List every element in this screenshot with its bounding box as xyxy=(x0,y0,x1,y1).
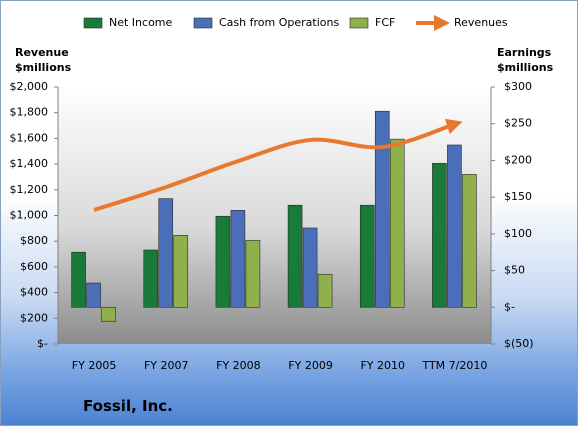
bar xyxy=(287,204,303,308)
x-tick-label: FY 2007 xyxy=(144,359,189,372)
y-tick-label: $800 xyxy=(20,234,48,247)
y-tick-label: $2,000 xyxy=(10,80,49,93)
bar xyxy=(302,227,318,308)
bar xyxy=(447,144,462,308)
bar xyxy=(86,282,101,308)
y2-tick-label: $50 xyxy=(504,264,525,277)
bar xyxy=(158,198,174,308)
y-tick-label: $1,800 xyxy=(10,106,49,119)
bar xyxy=(389,138,405,308)
y-tick-label: $600 xyxy=(20,260,48,273)
x-tick-label: FY 2010 xyxy=(360,359,405,372)
bar xyxy=(215,215,231,308)
y2-tick-label: $250 xyxy=(504,117,532,130)
y2-tick-label: $(50) xyxy=(504,337,534,350)
bar xyxy=(71,251,86,308)
legend-swatch xyxy=(349,17,369,29)
y2-tick-label: $150 xyxy=(504,190,532,203)
bar xyxy=(359,204,375,308)
y2-tick-label: $100 xyxy=(504,227,532,240)
y-tick-label: $1,200 xyxy=(10,183,49,196)
y-tick-label: $1,000 xyxy=(10,209,49,222)
bar xyxy=(230,210,246,308)
plot-area xyxy=(58,87,491,344)
x-tick-label: FY 2008 xyxy=(216,359,261,372)
legend-label: FCF xyxy=(375,16,395,29)
x-tick-label: FY 2005 xyxy=(72,359,117,372)
y2-tick-label: $300 xyxy=(504,80,532,93)
line xyxy=(93,118,463,212)
bar xyxy=(101,306,116,322)
x-tick-label: FY 2009 xyxy=(288,359,333,372)
bar xyxy=(374,110,390,308)
y-tick-label: $- xyxy=(37,337,48,350)
chart-title: Fossil, Inc. xyxy=(83,397,173,415)
bar xyxy=(432,163,447,308)
y2-tick-label: $200 xyxy=(504,153,532,166)
bar xyxy=(245,240,261,308)
y2-tick-label: $- xyxy=(504,300,515,313)
y-tick-label: $1,400 xyxy=(10,157,49,170)
legend-swatch xyxy=(193,17,213,29)
y-tick-label: $1,600 xyxy=(10,131,49,144)
bar xyxy=(462,174,477,308)
y2-axis-title: Earnings $millions xyxy=(497,46,554,74)
bar xyxy=(143,249,159,308)
y-axis-title: Revenue $millions xyxy=(15,46,72,74)
y-tick-label: $400 xyxy=(20,286,48,299)
legend-label: Revenues xyxy=(454,16,508,29)
legend-swatch xyxy=(83,17,103,29)
bar xyxy=(317,273,333,308)
x-tick-label: TTM 7/2010 xyxy=(421,359,487,372)
y-tick-label: $200 xyxy=(20,311,48,324)
legend-label: Cash from Operations xyxy=(219,16,339,29)
legend-label: Net Income xyxy=(109,16,173,29)
bar xyxy=(173,235,189,308)
